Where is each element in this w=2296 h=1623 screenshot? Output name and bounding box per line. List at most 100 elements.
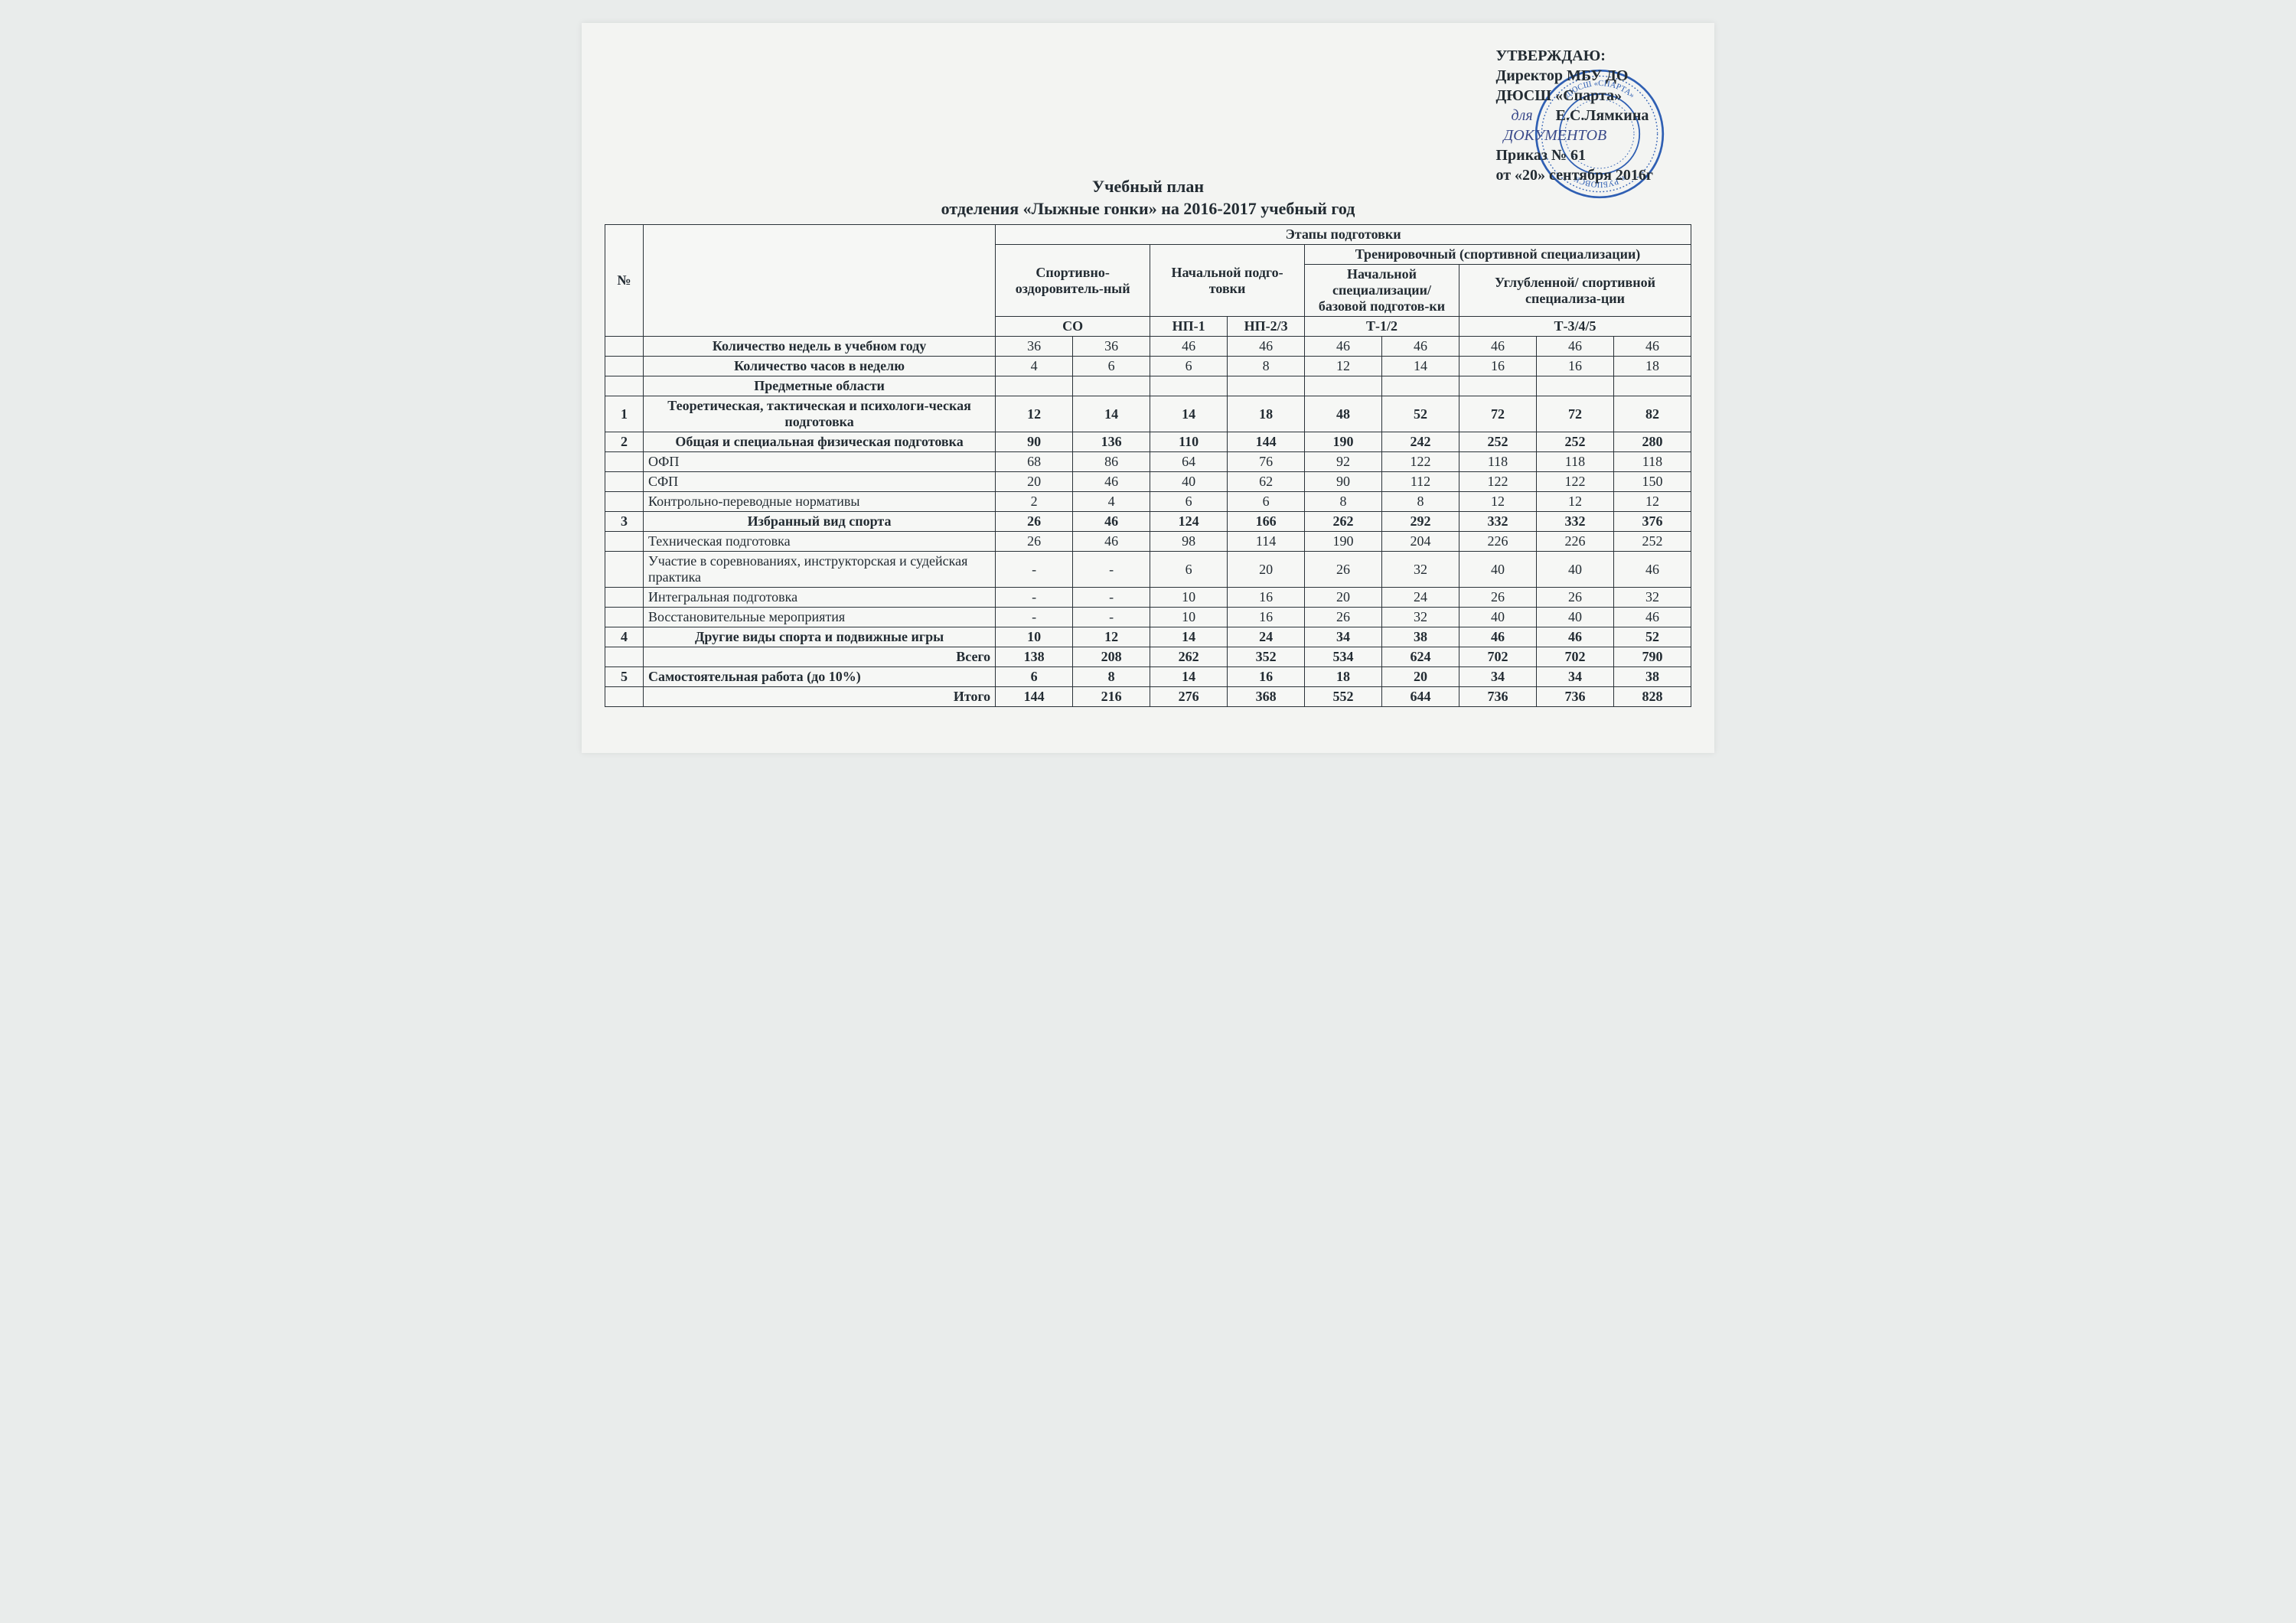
data-cell: 38: [1613, 667, 1691, 687]
data-cell: 6: [1150, 357, 1228, 376]
table-row: 1Теоретическая, тактическая и психологи-…: [605, 396, 1691, 432]
data-cell: 46: [1536, 337, 1613, 357]
data-cell: 46: [1382, 337, 1459, 357]
data-cell: 8: [1228, 357, 1305, 376]
data-cell: 252: [1459, 432, 1537, 452]
table-row: 3Избранный вид спорта2646124166262292332…: [605, 512, 1691, 532]
data-cell: 122: [1382, 452, 1459, 472]
data-cell: 26: [996, 532, 1073, 552]
approval-date: от «20» сентября 2016г: [1496, 165, 1654, 185]
approval-line2: Директор МБУ ДО: [1496, 66, 1654, 86]
data-cell: [1613, 376, 1691, 396]
row-num: [605, 687, 644, 707]
row-num: [605, 588, 644, 608]
data-cell: 216: [1073, 687, 1150, 707]
data-cell: 32: [1382, 608, 1459, 627]
header-train-a: Начальной специализации/ базовой подгото…: [1305, 265, 1459, 317]
data-cell: 14: [1150, 396, 1228, 432]
data-cell: 226: [1459, 532, 1537, 552]
row-num: 1: [605, 396, 644, 432]
data-cell: 34: [1536, 667, 1613, 687]
data-cell: 24: [1382, 588, 1459, 608]
row-label: Итого: [643, 687, 995, 707]
header-soz: Спортивно-оздоровитель-ный: [996, 245, 1150, 317]
data-cell: 12: [1305, 357, 1382, 376]
row-label: Участие в соревнованиях, инструкторская …: [643, 552, 995, 588]
data-cell: 552: [1305, 687, 1382, 707]
table-row: Предметные области: [605, 376, 1691, 396]
data-cell: 20: [1305, 588, 1382, 608]
header-sub-so: СО: [996, 317, 1150, 337]
data-cell: 46: [1459, 627, 1537, 647]
data-cell: 34: [1459, 667, 1537, 687]
table-row: 5Самостоятельная работа (до 10%)68141618…: [605, 667, 1691, 687]
header-train: Тренировочный (спортивной специализации): [1305, 245, 1691, 265]
data-cell: 190: [1305, 532, 1382, 552]
data-cell: 6: [1150, 552, 1228, 588]
table-row: Контрольно-переводные нормативы246688121…: [605, 492, 1691, 512]
row-label: Предметные области: [643, 376, 995, 396]
data-cell: 292: [1382, 512, 1459, 532]
data-cell: 52: [1382, 396, 1459, 432]
table-row: СФП2046406290112122122150: [605, 472, 1691, 492]
data-cell: 144: [1228, 432, 1305, 452]
data-cell: [1382, 376, 1459, 396]
data-cell: 46: [1459, 337, 1537, 357]
data-cell: 82: [1613, 396, 1691, 432]
row-num: [605, 452, 644, 472]
table-row: ОФП6886647692122118118118: [605, 452, 1691, 472]
data-cell: 48: [1305, 396, 1382, 432]
data-cell: 20: [1228, 552, 1305, 588]
row-num: 4: [605, 627, 644, 647]
data-cell: -: [996, 552, 1073, 588]
data-cell: 90: [996, 432, 1073, 452]
data-cell: 12: [1459, 492, 1537, 512]
data-cell: 6: [1150, 492, 1228, 512]
table-row: Количество недель в учебном году36364646…: [605, 337, 1691, 357]
data-cell: 204: [1382, 532, 1459, 552]
data-cell: 4: [996, 357, 1073, 376]
data-cell: 252: [1536, 432, 1613, 452]
data-cell: 790: [1613, 647, 1691, 667]
data-cell: 20: [1382, 667, 1459, 687]
data-cell: 46: [1613, 608, 1691, 627]
data-cell: [1459, 376, 1537, 396]
data-cell: 26: [1459, 588, 1537, 608]
data-cell: 40: [1536, 552, 1613, 588]
row-num: [605, 357, 644, 376]
data-cell: 14: [1150, 667, 1228, 687]
data-cell: 110: [1150, 432, 1228, 452]
approval-block: УТВЕРЖДАЮ: Директор МБУ ДО ДЮСШ «Спарта»…: [1496, 46, 1654, 185]
data-cell: -: [1073, 552, 1150, 588]
data-cell: 122: [1459, 472, 1537, 492]
data-cell: 36: [1073, 337, 1150, 357]
approval-line1: УТВЕРЖДАЮ:: [1496, 46, 1654, 66]
data-cell: 18: [1305, 667, 1382, 687]
data-cell: 26: [996, 512, 1073, 532]
row-label: Восстановительные мероприятия: [643, 608, 995, 627]
table-row: Интегральная подготовка--10162024262632: [605, 588, 1691, 608]
data-cell: 118: [1459, 452, 1537, 472]
row-label: Другие виды спорта и подвижные игры: [643, 627, 995, 647]
data-cell: 14: [1150, 627, 1228, 647]
row-num: [605, 472, 644, 492]
row-label: Всего: [643, 647, 995, 667]
row-num: [605, 532, 644, 552]
header-sub-t345: Т-3/4/5: [1459, 317, 1691, 337]
row-num: 3: [605, 512, 644, 532]
row-label: Количество недель в учебном году: [643, 337, 995, 357]
data-cell: [1073, 376, 1150, 396]
data-cell: 702: [1459, 647, 1537, 667]
signature-doc-word: ДОКУМЕНТОВ: [1496, 125, 1654, 145]
data-cell: -: [996, 608, 1073, 627]
approval-line3: ДЮСШ «Спарта»: [1496, 86, 1654, 106]
row-num: 5: [605, 667, 644, 687]
curriculum-table: № Этапы подготовки Спортивно-оздоровител…: [605, 224, 1691, 707]
data-cell: 136: [1073, 432, 1150, 452]
data-cell: 144: [996, 687, 1073, 707]
row-num: [605, 492, 644, 512]
data-cell: 16: [1228, 667, 1305, 687]
data-cell: 352: [1228, 647, 1305, 667]
row-num: [605, 337, 644, 357]
data-cell: 118: [1613, 452, 1691, 472]
